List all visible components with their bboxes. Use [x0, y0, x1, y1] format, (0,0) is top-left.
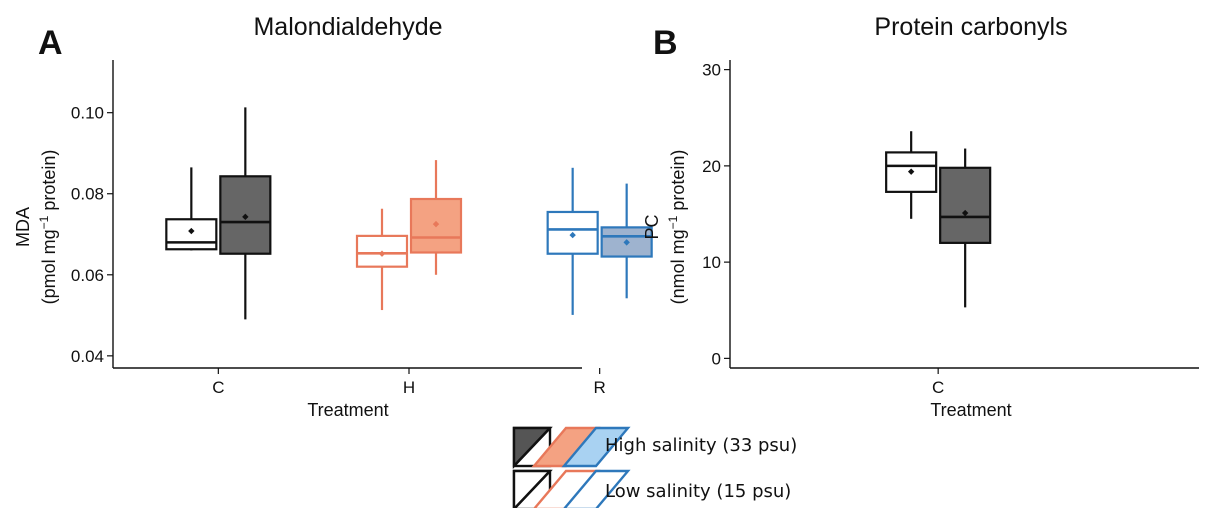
- y-ticks: 0 10 20 30: [702, 61, 730, 368]
- legend-swatch-2: [561, 426, 631, 468]
- legend-swatches: [512, 426, 631, 508]
- x-axis-label: Treatment: [307, 400, 388, 420]
- iqr-box: [939, 166, 992, 244]
- box-C-high-salinity: [939, 148, 992, 308]
- chart-title-mda: Malondialdehyde: [253, 13, 442, 41]
- y-ticks: 0.04 0.06 0.08 0.10: [71, 104, 113, 366]
- panel-letter-a: A: [38, 24, 63, 62]
- y-tick-label: 0.10: [71, 104, 104, 123]
- mean-marker: [961, 209, 969, 217]
- box-C-low-salinity: [165, 167, 218, 251]
- y-tick-label: 0.04: [71, 347, 104, 366]
- x-tick-label: C: [932, 378, 944, 397]
- mean-marker: [623, 239, 630, 246]
- y-axis-units: (pmol mg−1 protein): [37, 150, 59, 305]
- panel-b: B Protein carbonyls 0 10 20 30 CHR Treatmen…: [642, 13, 1199, 420]
- legend: High salinity (33 psu) Low salinity (15 …: [512, 426, 797, 508]
- x-tick-label: R: [594, 378, 606, 397]
- panel-letter-b: B: [653, 24, 678, 62]
- mean-marker: [242, 213, 249, 221]
- x-tick-label: C: [212, 378, 224, 397]
- legend-swatch-1: [533, 469, 601, 508]
- y-axis-units: (nmol mg−1 protein): [666, 150, 688, 305]
- mean-marker: [569, 231, 576, 239]
- y-axis-label: MDA: [13, 207, 33, 247]
- y-units-exponent: −1: [666, 215, 680, 229]
- legend-row-high-salinity: [512, 426, 631, 470]
- iqr-box: [165, 218, 218, 251]
- y-tick-label: 0.06: [71, 266, 104, 285]
- box-C-high-salinity: [219, 107, 272, 320]
- legend-label-high-salinity: High salinity (33 psu): [605, 435, 797, 456]
- y-tick-label: 0: [712, 349, 721, 368]
- mean-marker: [188, 227, 195, 235]
- box-H-low-salinity: [355, 208, 409, 311]
- box-R-low-salinity: [546, 167, 599, 315]
- x-tick-label: H: [403, 378, 415, 397]
- box-R-high-salinity: [600, 183, 653, 299]
- y-units-part-1: (nmol mg: [668, 229, 688, 304]
- y-units-part-1: (pmol mg: [39, 229, 59, 304]
- chart-title-pc: Protein carbonyls: [874, 13, 1067, 41]
- mean-marker: [432, 220, 440, 228]
- x-ticks: CHR: [932, 368, 944, 397]
- y-tick-label: 30: [702, 61, 721, 80]
- panel-a: A Malondialdehyde 0.04 0.06 0.08 0.10 C H R T…: [13, 13, 653, 420]
- legend-swatch-2: [563, 469, 631, 508]
- y-tick-label: 10: [702, 253, 721, 272]
- x-axis-label: Treatment: [930, 400, 1011, 420]
- box-plots: [885, 131, 992, 308]
- y-units-exponent: −1: [37, 215, 51, 229]
- y-tick-label: 0.08: [71, 185, 104, 204]
- y-tick-label: 20: [702, 157, 721, 176]
- mean-marker: [378, 250, 386, 257]
- legend-label-low-salinity: Low salinity (15 psu): [605, 481, 791, 502]
- y-units-part-2: protein): [668, 150, 688, 216]
- y-axis-label: PC: [642, 214, 662, 239]
- box-C-low-salinity: [885, 131, 938, 219]
- legend-row-low-salinity: [512, 469, 631, 508]
- mean-marker: [907, 168, 915, 175]
- y-units-part-2: protein): [39, 150, 59, 216]
- box-plots: [165, 107, 653, 320]
- legend-diagonal: [513, 470, 551, 508]
- legend-diagonal: [513, 427, 551, 467]
- box-H-high-salinity: [409, 160, 463, 275]
